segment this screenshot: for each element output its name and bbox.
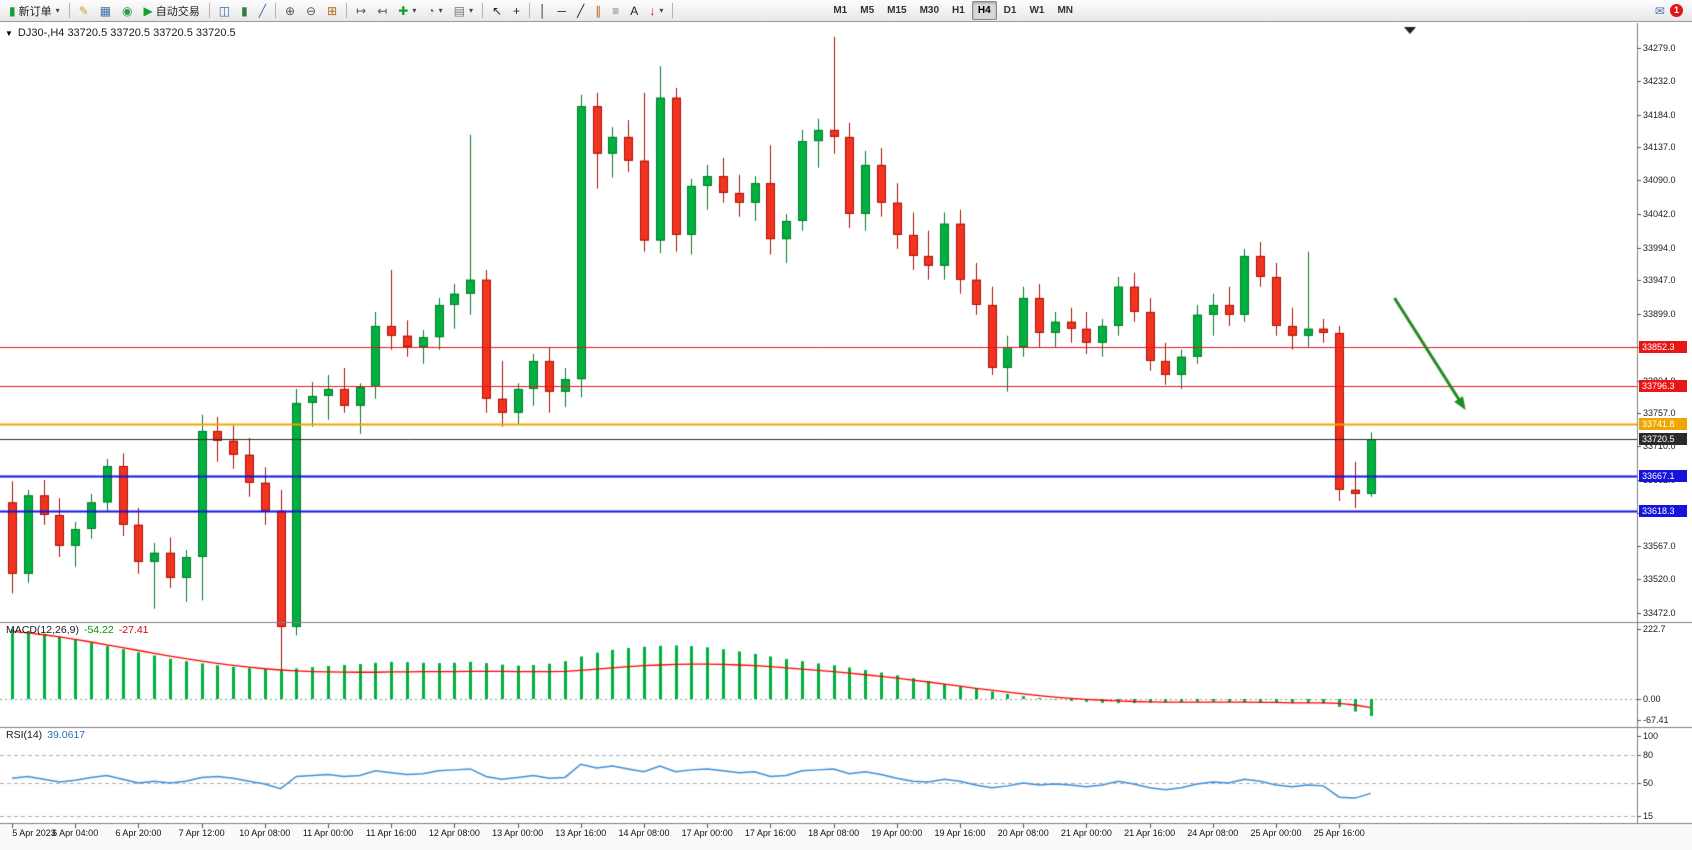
cursor-icon: ↖: [491, 3, 503, 18]
timeframe-m1-button-label: M1: [833, 5, 848, 16]
notifications-button[interactable]: ✉ 1: [1650, 1, 1688, 20]
crosshair-icon: +: [513, 3, 521, 18]
chevron-down-icon: ▾: [659, 6, 664, 15]
timeframe-m1-button[interactable]: M1: [827, 1, 853, 20]
timeframe-m5-button-label: M5: [860, 5, 875, 16]
timeframe-d1-button[interactable]: D1: [998, 1, 1023, 20]
toolbar-separator: [68, 3, 70, 18]
rsi-value: 39.0617: [47, 729, 86, 741]
trendline-button[interactable]: ╱: [572, 1, 589, 20]
timeframe-mn-button-label: MN: [1057, 5, 1073, 16]
zoom-out-button[interactable]: ⊖: [301, 1, 321, 20]
bar-chart-icon: ◫: [218, 3, 231, 18]
chart-shift-button[interactable]: ↤: [372, 1, 392, 20]
periods-button[interactable]: ◔ ▾: [422, 1, 447, 20]
cursor-button[interactable]: ↖: [487, 1, 507, 20]
zoom-out-icon: ⊖: [306, 3, 317, 18]
vertical-line-button[interactable]: │: [534, 1, 552, 20]
timeframe-m15-button-label: M15: [887, 5, 907, 16]
auto-scroll-icon: ↦: [356, 3, 367, 18]
trendline-icon: ╱: [577, 3, 585, 18]
toolbar-separator: [346, 3, 348, 18]
zoom-in-button[interactable]: ⊕: [280, 1, 300, 20]
autotrading-button[interactable]: ▶ 自动交易: [139, 1, 205, 20]
macd-main-value: -54.22: [83, 624, 114, 636]
autotrading-play-icon: ▶: [143, 3, 153, 18]
rsi-indicator-label: RSI(14) 39.0617: [6, 729, 85, 741]
chevron-down-icon: ▾: [438, 6, 443, 15]
new-order-button[interactable]: ▮ 新订单 ▾: [4, 1, 65, 20]
timeframe-w1-button-label: W1: [1029, 5, 1045, 16]
metaeditor-button[interactable]: ✎: [74, 1, 94, 20]
toolbar-separator: [672, 3, 674, 18]
timeframe-h4-button[interactable]: H4: [971, 1, 997, 20]
timeframe-h1-button-label: H1: [952, 5, 965, 16]
autotrading-button-label: 自动交易: [155, 5, 200, 18]
timeframe-m5-button[interactable]: M5: [854, 1, 880, 20]
timeframe-w1-button[interactable]: W1: [1023, 1, 1050, 20]
tile-windows-icon: ⊞: [327, 3, 338, 18]
timeframe-m15-button[interactable]: M15: [881, 1, 912, 20]
vertical-line-icon: │: [539, 3, 547, 18]
crosshair-button[interactable]: +: [508, 1, 525, 20]
text-icon: A: [630, 3, 639, 18]
text-button[interactable]: A: [625, 1, 643, 20]
mail-icon: ✉: [1654, 3, 1665, 18]
indicators-plus-icon: ✚: [398, 3, 409, 18]
notification-badge: 1: [1669, 4, 1683, 17]
timeframe-m30-button-label: M30: [919, 5, 940, 16]
timeframe-d1-button-label: D1: [1003, 5, 1017, 16]
horizontal-line-icon: ─: [557, 3, 567, 18]
fibonacci-icon: ≡: [612, 3, 620, 18]
timeframe-mn-button[interactable]: MN: [1051, 1, 1079, 20]
toolbar: ▮ 新订单 ▾ ✎ ▦ ◉ ▶ 自动交易 ◫ ▮ ╱ ⊕ ⊖ ⊞ ↦ ↤ ✚ ▾ ◔ ▾ ▤ ▾ ↖ + │ ─ ╱ ∥ ≡ A ↓ ▾ M1 M…: [0, 0, 1692, 22]
timeframe-h4-button-label: H4: [977, 5, 991, 16]
toolbar-separator: [481, 3, 483, 18]
line-chart-icon: ╱: [258, 3, 266, 18]
chart-title: ▼ DJ30-,H4 33720.5 33720.5 33720.5 33720…: [5, 27, 236, 39]
zoom-in-icon: ⊕: [284, 3, 295, 18]
bar-chart-button[interactable]: ◫: [214, 1, 235, 20]
chevron-down-icon: ▾: [412, 6, 417, 15]
toolbar-separator: [208, 3, 210, 18]
channel-button[interactable]: ∥: [590, 1, 606, 20]
symbol-ohlc-label: DJ30-,H4 33720.5 33720.5 33720.5 33720.5: [17, 27, 236, 39]
templates-button[interactable]: ▤ ▾: [449, 1, 478, 20]
line-chart-button[interactable]: ╱: [254, 1, 271, 20]
data-window-icon: ◉: [122, 3, 133, 18]
arrow-objects-icon: ↓: [649, 3, 656, 18]
macd-title-text: MACD(12,26,9): [6, 624, 79, 636]
channel-icon: ∥: [595, 3, 602, 18]
market-watch-icon: ▦: [99, 3, 112, 18]
arrows-button[interactable]: ↓ ▾: [644, 1, 668, 20]
horizontal-line-button[interactable]: ─: [553, 1, 572, 20]
toolbar-separator: [274, 3, 276, 18]
one-click-trading-toggle-icon[interactable]: ▼: [5, 28, 13, 38]
timeframe-m30-button[interactable]: M30: [914, 1, 945, 20]
new-order-button-label: 新订单: [18, 5, 52, 18]
fibonacci-button[interactable]: ≡: [607, 1, 624, 20]
timeframe-h1-button[interactable]: H1: [946, 1, 971, 20]
market-watch-button[interactable]: ▦: [95, 1, 116, 20]
toolbar-separator: [529, 3, 531, 18]
chevron-down-icon: ▾: [55, 6, 60, 15]
rsi-title-text: RSI(14): [6, 729, 43, 741]
indicators-button[interactable]: ✚ ▾: [393, 1, 421, 20]
metaeditor-icon: ✎: [78, 3, 89, 18]
new-order-icon: ▮: [9, 3, 16, 18]
candlestick-chart-icon: ▮: [241, 3, 248, 18]
macd-indicator-label: MACD(12,26,9) -54.22 -27.41: [6, 624, 149, 636]
tile-windows-button[interactable]: ⊞: [322, 1, 342, 20]
macd-signal-value: -27.41: [118, 624, 149, 636]
chart-shift-icon: ↤: [377, 3, 388, 18]
clock-icon: ◔: [427, 3, 435, 18]
data-window-button[interactable]: ◉: [117, 1, 137, 20]
chevron-down-icon: ▾: [468, 6, 473, 15]
auto-scroll-button[interactable]: ↦: [351, 1, 371, 20]
candlestick-chart-button[interactable]: ▮: [236, 1, 253, 20]
template-icon: ▤: [453, 3, 465, 18]
